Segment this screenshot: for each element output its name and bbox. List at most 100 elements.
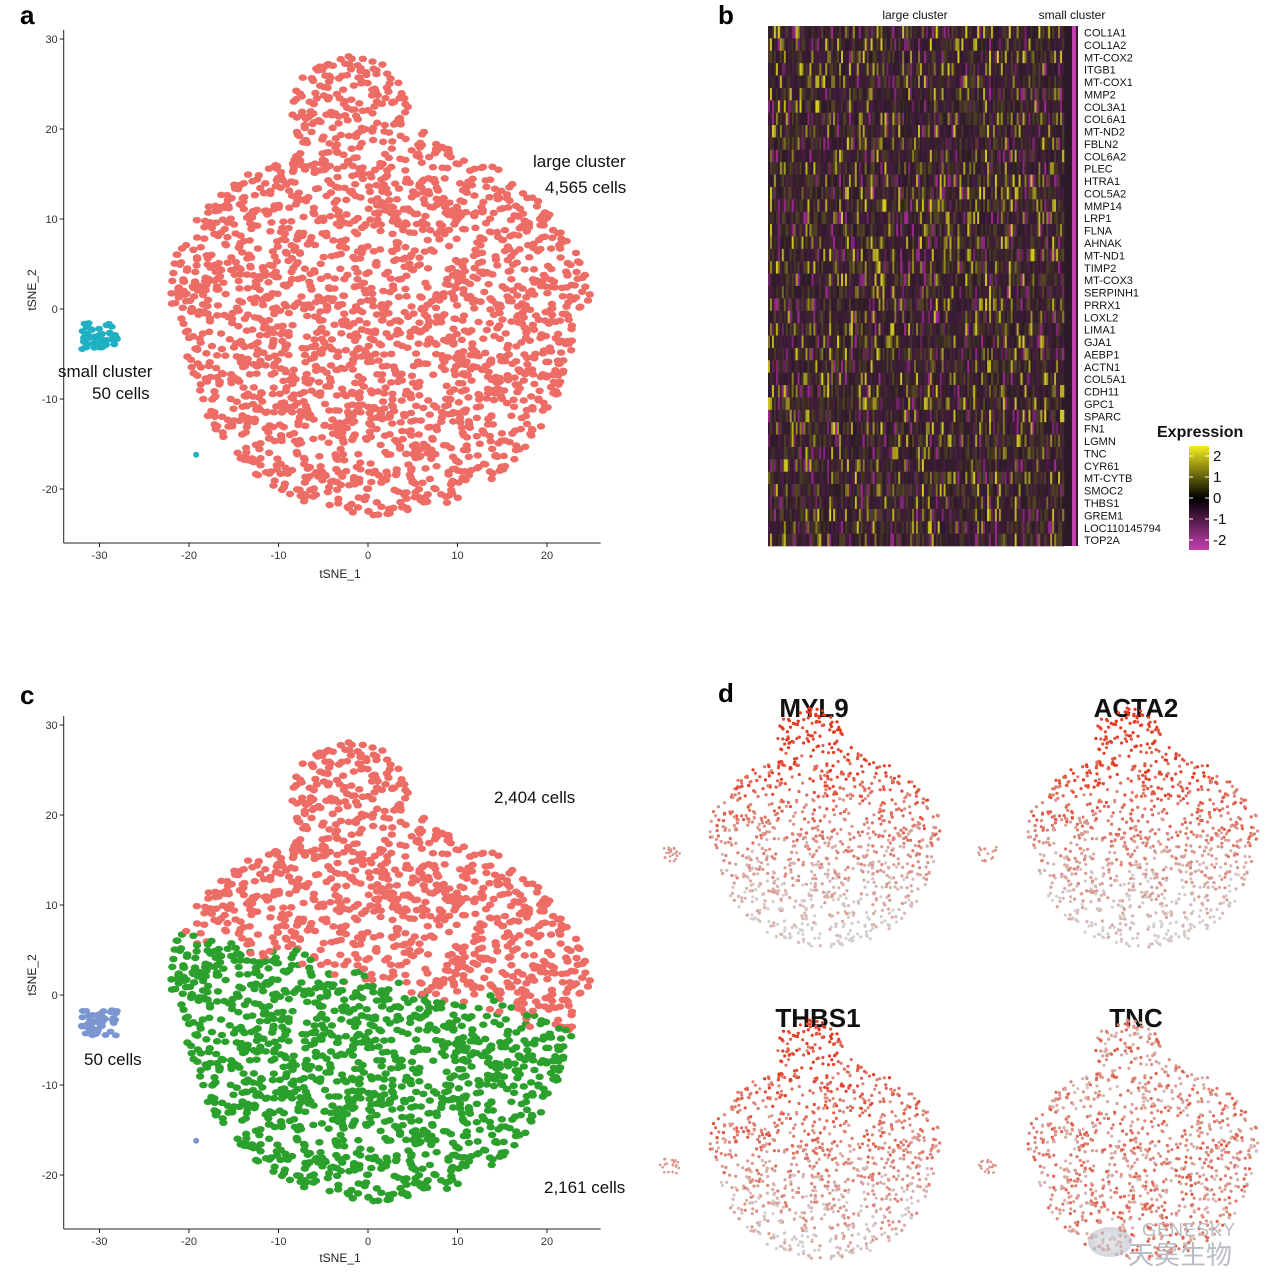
heatmap-cell xyxy=(783,434,787,448)
heatmap-cell xyxy=(819,273,822,287)
cell-point-large xyxy=(502,352,511,360)
heatmap-cell xyxy=(805,87,808,101)
heatmap-cell xyxy=(892,323,895,336)
heatmap-cell xyxy=(848,286,852,299)
cell-point-large xyxy=(475,403,485,410)
heatmap-cell xyxy=(835,434,838,448)
cell-point-large xyxy=(550,284,560,291)
heatmap-cell xyxy=(783,459,787,473)
heatmap-cell xyxy=(787,335,790,349)
heatmap-cell xyxy=(890,100,893,113)
cell-point-large xyxy=(520,266,529,273)
heatmap-cell xyxy=(819,422,822,435)
heatmap-cell xyxy=(819,261,822,274)
heatmap-cell xyxy=(799,533,802,547)
heatmap-cell xyxy=(837,372,840,386)
heatmap-cell xyxy=(831,335,834,349)
cell-point-large xyxy=(338,86,348,94)
cell-point-large xyxy=(353,171,362,178)
heatmap-cell xyxy=(783,261,787,274)
heatmap-cell xyxy=(771,162,775,175)
heatmap-cell xyxy=(880,533,883,547)
heatmap-cell xyxy=(771,149,775,163)
cell-point-large xyxy=(256,184,265,192)
heatmap-cell xyxy=(821,100,824,113)
cell-point-large xyxy=(498,316,507,323)
heatmap-cell xyxy=(825,484,828,497)
cell-point-large xyxy=(524,366,533,374)
heatmap-cell xyxy=(878,459,881,473)
heatmap-cell xyxy=(876,273,879,287)
heatmap-cell xyxy=(878,286,881,299)
heatmap-cell xyxy=(811,298,814,312)
heatmap-cell xyxy=(872,224,875,237)
heatmap-cell xyxy=(819,137,822,151)
heatmap-cell xyxy=(850,323,854,336)
heatmap-cell xyxy=(825,372,828,386)
heatmap-cell xyxy=(878,162,881,175)
cell-point-large xyxy=(231,258,240,266)
heatmap-cell xyxy=(805,112,808,126)
heatmap-cell xyxy=(858,385,862,398)
cell-point-large xyxy=(333,366,342,374)
cell-point-large xyxy=(217,413,227,421)
heatmap-cell xyxy=(821,372,824,386)
a-anno-small-label: small cluster xyxy=(58,362,153,381)
heatmap-cell xyxy=(880,199,883,213)
heatmap-cell xyxy=(813,397,816,411)
heatmap-cell xyxy=(858,521,862,534)
heatmap-cell xyxy=(882,248,885,262)
heatmap-cell xyxy=(856,533,860,547)
cell-point-large xyxy=(300,456,309,463)
heatmap-cell xyxy=(890,422,893,435)
heatmap-cell xyxy=(872,87,875,101)
heatmap-cell xyxy=(823,162,826,175)
heatmap-cell xyxy=(823,112,826,126)
heatmap-cell xyxy=(799,422,802,435)
heatmap-cell xyxy=(872,310,875,324)
heatmap-cell xyxy=(878,26,881,39)
cell-point-large xyxy=(428,434,437,442)
heatmap-cell xyxy=(862,199,865,213)
heatmap-cell xyxy=(771,100,775,113)
heatmap-cell xyxy=(866,236,869,250)
heatmap-cell xyxy=(862,236,865,250)
heatmap-cell xyxy=(837,397,840,411)
heatmap-cell xyxy=(773,137,777,151)
heatmap-cell xyxy=(791,100,794,113)
heatmap-cell xyxy=(886,236,889,250)
heatmap-cell xyxy=(829,26,832,39)
heatmap-cell xyxy=(839,261,842,274)
cell-point-large xyxy=(493,262,502,269)
heatmap-cell xyxy=(862,397,865,411)
heatmap-cell xyxy=(890,125,893,138)
heatmap-cell xyxy=(846,298,850,312)
heatmap-cell xyxy=(805,422,808,435)
heatmap-cell xyxy=(768,224,771,237)
cell-point-large xyxy=(503,341,513,349)
heatmap-cell xyxy=(825,26,828,39)
heatmap-cell xyxy=(842,397,846,411)
cell-point-large xyxy=(357,244,367,252)
cell-point-large xyxy=(454,398,464,406)
cell-point-large xyxy=(351,303,361,310)
heatmap-cell xyxy=(848,112,852,126)
cell-point-large xyxy=(400,95,409,102)
heatmap-cell xyxy=(870,125,873,138)
heatmap-cell xyxy=(856,224,860,237)
cell-point-large xyxy=(350,283,360,290)
heatmap-cell xyxy=(768,385,771,398)
heatmap-cell xyxy=(785,372,789,386)
heatmap-cell xyxy=(813,372,816,386)
heatmap-cell xyxy=(801,286,804,299)
heatmap-cell xyxy=(801,273,804,287)
heatmap-cell xyxy=(878,496,881,510)
heatmap-cell xyxy=(797,63,800,76)
heatmap-cell xyxy=(841,248,844,262)
heatmap-cell xyxy=(874,137,877,151)
heatmap-cell xyxy=(787,459,790,473)
heatmap-cell xyxy=(876,397,879,411)
cell-point-large xyxy=(390,486,399,494)
heatmap-cell xyxy=(848,273,852,287)
heatmap-cell xyxy=(771,286,775,299)
